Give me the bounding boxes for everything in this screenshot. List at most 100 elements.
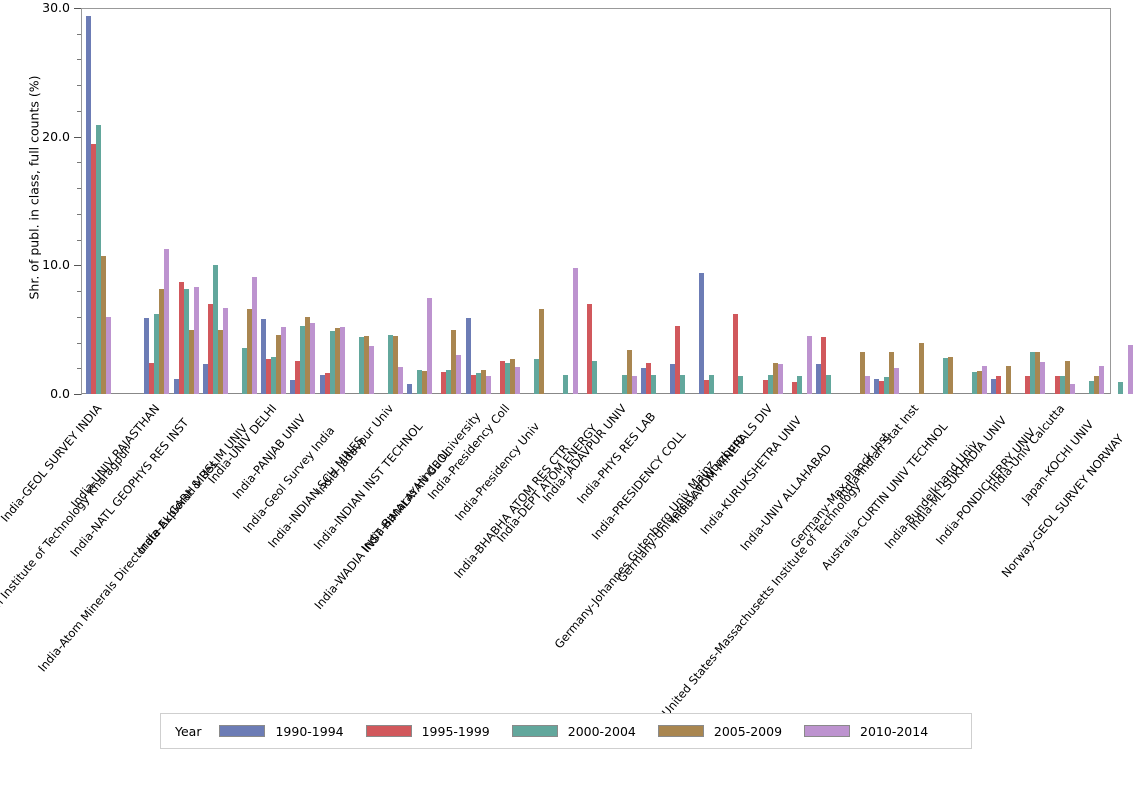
bar	[826, 374, 831, 394]
legend-swatch	[657, 725, 704, 737]
legend: Year 1990-1994 1995-1999 2000-2004 2005-200…	[160, 713, 972, 749]
y-tick-major	[74, 265, 82, 267]
bar-group	[991, 8, 1016, 394]
bar	[207, 303, 213, 394]
bar	[806, 336, 812, 394]
bar	[154, 314, 160, 394]
bar	[991, 378, 997, 394]
bar	[446, 369, 452, 394]
bar	[300, 325, 306, 394]
bar	[626, 350, 632, 394]
legend-item[interactable]: 2005-2009	[657, 723, 783, 739]
bar	[1069, 383, 1075, 394]
bar	[144, 318, 150, 394]
bar	[699, 273, 705, 394]
bar	[972, 372, 977, 394]
bar-group	[407, 8, 433, 394]
bar	[407, 383, 413, 394]
bar	[242, 347, 247, 394]
bar	[398, 366, 403, 394]
bar	[1098, 365, 1104, 394]
bar	[874, 378, 880, 394]
bar	[427, 297, 433, 394]
bar	[324, 373, 330, 394]
bar-group	[202, 8, 228, 394]
legend-swatch	[365, 725, 412, 737]
bar	[650, 374, 656, 394]
bar-group	[1079, 8, 1104, 394]
bar	[1006, 365, 1012, 394]
bar	[358, 337, 364, 394]
bar-group	[845, 8, 871, 394]
bar	[470, 374, 476, 394]
bar	[884, 377, 890, 394]
bar-group	[1020, 8, 1046, 394]
bar	[947, 356, 953, 394]
bar	[1025, 376, 1031, 394]
bar	[101, 256, 106, 394]
bar	[183, 288, 189, 394]
bar	[485, 376, 491, 394]
bar-group	[553, 8, 579, 394]
legend-swatch	[219, 725, 266, 737]
bar	[860, 351, 866, 394]
bar	[592, 360, 598, 394]
bar	[504, 363, 510, 394]
bar	[164, 248, 170, 394]
bar	[334, 328, 340, 394]
legend-item[interactable]: 2000-2004	[511, 724, 636, 739]
bar	[879, 381, 885, 394]
bar	[247, 309, 252, 394]
bar-group	[290, 8, 316, 394]
bar	[281, 327, 287, 394]
bar	[480, 369, 486, 394]
bar	[670, 364, 675, 394]
bar-group	[436, 8, 462, 394]
bar	[894, 368, 900, 394]
y-tick-minor	[77, 85, 82, 87]
bar-group	[1108, 8, 1133, 394]
legend-item[interactable]: 1990-1994	[219, 723, 344, 739]
bar	[290, 379, 296, 394]
legend-label: 1990-1994	[275, 723, 344, 739]
bar	[996, 376, 1002, 394]
bar	[475, 373, 481, 394]
y-tick-label: 20.0	[42, 128, 70, 144]
bar-group	[758, 8, 783, 394]
legend-item[interactable]: 1995-1999	[365, 724, 490, 739]
legend-label: 2010-2014	[860, 723, 929, 739]
legend-item[interactable]: 2010-2014	[804, 724, 928, 739]
y-axis-title: Shr. of publ. in class, full counts (%)	[26, 75, 42, 300]
bar-group	[261, 8, 287, 394]
bar	[319, 374, 325, 394]
bar	[680, 374, 685, 394]
bar	[202, 364, 208, 394]
y-tick-minor	[77, 33, 82, 35]
bar	[816, 364, 821, 394]
bar	[865, 376, 871, 394]
legend-label: 2005-2009	[713, 723, 783, 739]
y-tick-minor	[77, 59, 82, 61]
bar	[368, 346, 374, 394]
bar-group	[874, 8, 900, 394]
bar	[1088, 381, 1094, 394]
bar	[573, 267, 579, 394]
bar	[709, 374, 715, 394]
bar	[539, 309, 544, 394]
y-tick-minor	[77, 110, 82, 112]
bar-group	[86, 8, 111, 394]
bar	[305, 316, 311, 394]
bar-group	[933, 8, 958, 394]
y-tick-minor	[77, 162, 82, 164]
bar	[276, 334, 282, 394]
y-tick-minor	[77, 342, 82, 344]
bar	[193, 287, 199, 394]
bar	[212, 265, 218, 394]
y-axis: Shr. of publ. in class, full counts (%) …	[0, 0, 82, 402]
bar	[188, 329, 194, 394]
bar	[441, 372, 447, 394]
bar	[295, 360, 301, 394]
bar	[173, 378, 179, 394]
bar	[159, 288, 165, 394]
bar	[796, 376, 802, 394]
